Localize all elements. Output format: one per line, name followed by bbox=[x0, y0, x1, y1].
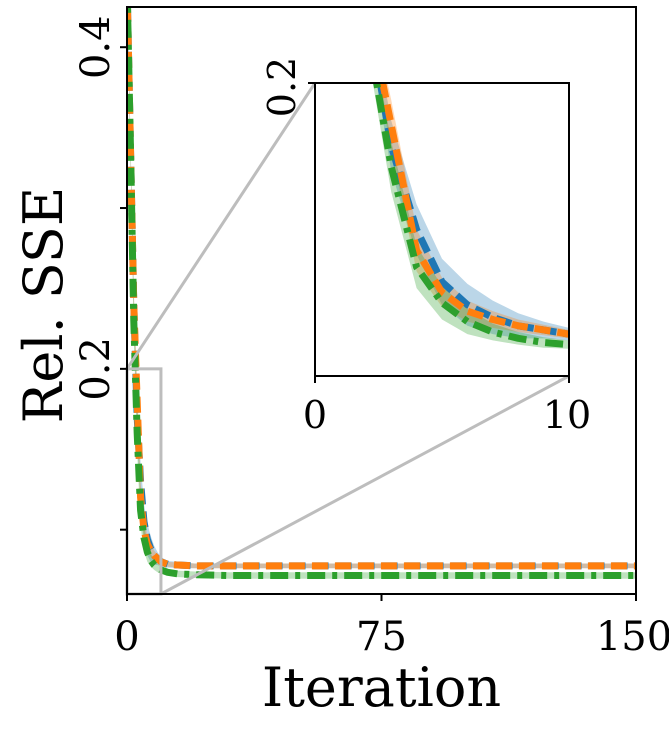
zoom-connector-bottom bbox=[160, 374, 570, 596]
zoom-connector-top bbox=[125, 82, 317, 370]
main-series-lines bbox=[127, 7, 636, 580]
inset-x-tick-label-0: 0 bbox=[303, 393, 327, 437]
main-series-line-1 bbox=[127, 7, 636, 570]
inset-y-tick-label-0.2: 0.2 bbox=[260, 57, 304, 117]
main-ticks bbox=[120, 46, 637, 601]
inset-x-tick-label-10: 10 bbox=[543, 393, 591, 437]
inset-axes-frame bbox=[314, 82, 570, 377]
x-axis-label: Iteration bbox=[262, 656, 501, 719]
y-axis-label: Rel. SSE bbox=[12, 187, 75, 424]
inset-series-line-2 bbox=[373, 83, 569, 349]
inset-ticks bbox=[308, 82, 570, 383]
x-tick-label-150: 150 bbox=[596, 614, 669, 660]
inset-series-lines bbox=[373, 83, 569, 349]
x-tick-label-75: 75 bbox=[356, 614, 407, 660]
y-tick-label-0.2: 0.2 bbox=[73, 337, 119, 401]
inset-series-band-2 bbox=[372, 83, 569, 349]
x-tick-label-0: 0 bbox=[114, 614, 139, 660]
y-tick-label-0.4: 0.4 bbox=[73, 15, 119, 79]
inset-series-band-0 bbox=[376, 83, 569, 341]
